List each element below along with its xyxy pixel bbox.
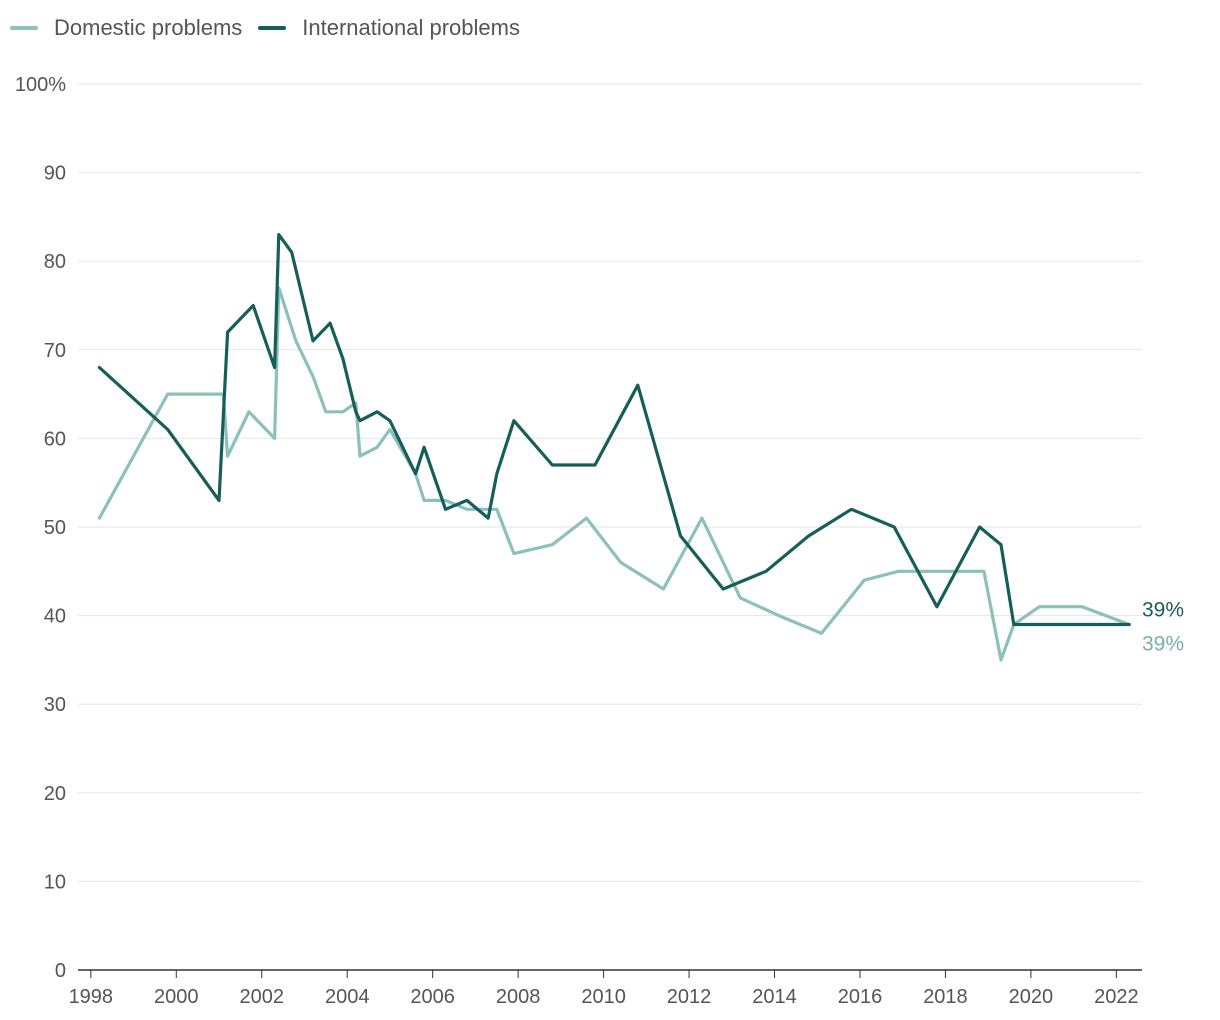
legend: Domestic problems International problems <box>10 14 536 42</box>
legend-label-international: International problems <box>302 15 520 40</box>
x-tick-label-2008: 2008 <box>496 986 541 1008</box>
end-label-international: 39% <box>1142 598 1184 621</box>
y-tick-label-10: 10 <box>44 871 66 893</box>
x-tick-label-2000: 2000 <box>154 986 199 1008</box>
x-tick-label-2010: 2010 <box>581 986 626 1008</box>
y-tick-label-30: 30 <box>44 694 66 716</box>
x-tick-label-2022: 2022 <box>1094 986 1139 1008</box>
end-label-domestic: 39% <box>1142 632 1184 655</box>
series-lines <box>97 233 1131 662</box>
y-tick-label-50: 50 <box>44 517 66 539</box>
series-line-domestic <box>97 286 1131 662</box>
y-tick-label-40: 40 <box>44 606 66 628</box>
legend-swatch-international <box>258 26 287 30</box>
y-tick-label-0: 0 <box>55 960 66 982</box>
x-tick-label-2018: 2018 <box>923 986 968 1008</box>
series-line-international <box>97 233 1131 627</box>
y-axis-ticks: 0 10 20 30 40 50 60 70 80 90 100% <box>15 74 66 982</box>
y-tick-label-70: 70 <box>44 340 66 362</box>
x-axis: 1998 2000 2002 2004 2006 2008 2010 2012 2014 2016… <box>69 969 1142 1008</box>
x-tick-label-2014: 2014 <box>752 986 797 1008</box>
x-tick-label-2004: 2004 <box>325 986 370 1008</box>
x-tick-label-2020: 2020 <box>1009 986 1054 1008</box>
y-tick-label-90: 90 <box>44 163 66 185</box>
x-tick-label-2012: 2012 <box>667 986 712 1008</box>
legend-item-international[interactable]: International problems <box>258 15 520 41</box>
grid-lines <box>78 83 1142 882</box>
legend-label-domestic: Domestic problems <box>54 15 243 40</box>
legend-item-domestic[interactable]: Domestic problems <box>10 15 242 41</box>
y-tick-label-100: 100% <box>15 74 66 96</box>
y-tick-label-60: 60 <box>44 428 66 450</box>
x-tick-label-2002: 2002 <box>239 986 284 1008</box>
x-tick-label-2006: 2006 <box>410 986 455 1008</box>
end-labels: 39%39% <box>1142 598 1184 655</box>
x-tick-label-2016: 2016 <box>838 986 883 1008</box>
legend-swatch-domestic <box>10 26 38 30</box>
y-tick-label-20: 20 <box>44 783 66 805</box>
y-tick-label-80: 80 <box>44 251 66 273</box>
x-tick-label-1998: 1998 <box>69 986 114 1008</box>
